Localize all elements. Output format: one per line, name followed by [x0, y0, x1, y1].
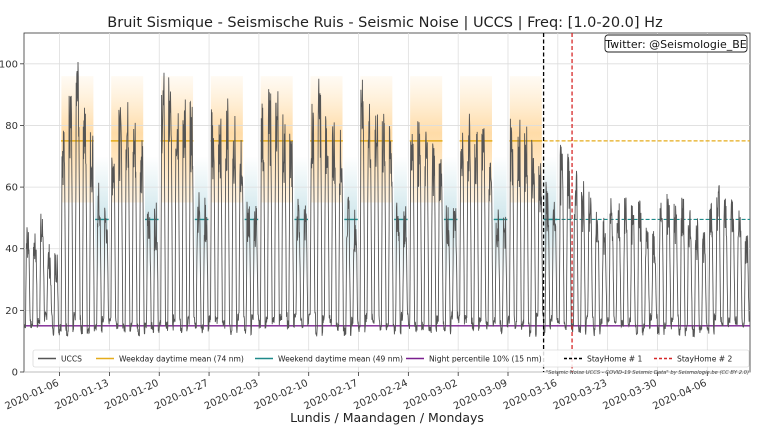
x-tick-label: 2020-02-10: [253, 378, 310, 413]
legend-label: StayHome # 1: [587, 354, 643, 363]
grid-lines: [24, 33, 750, 373]
legend-label: Weekday daytime mean (74 nm): [119, 354, 244, 363]
twitter-annotation: Twitter: @Seismologie_BE: [604, 34, 748, 53]
y-tick-label: 40: [5, 244, 18, 255]
x-tick-label: 2020-03-16: [502, 378, 559, 413]
y-tick-label: 60: [5, 183, 18, 194]
twitter-handle: Twitter: @Seismologie_BE: [604, 38, 746, 51]
uccs-line: [24, 61, 750, 338]
y-tick-label: 80: [5, 121, 18, 132]
x-axis-label: Lundis / Maandagen / Mondays: [290, 410, 484, 425]
legend-label: StayHome # 2: [677, 354, 733, 363]
stayhome-lines: [542, 33, 573, 372]
legend-label: Weekend daytime mean (49 nm): [278, 354, 403, 363]
x-tick-label: 2020-02-03: [203, 378, 260, 413]
legend-label: Night percentile 10% (15 nm): [429, 354, 542, 363]
credit-text: "Seismic Noise UCCS - COVID-19 Seismic D…: [546, 370, 749, 376]
x-tick-label: 2020-02-17: [302, 378, 359, 413]
x-tick-label: 2020-01-20: [103, 378, 160, 413]
x-tick-label: 2020-01-13: [53, 378, 110, 413]
legend-label: UCCS: [61, 354, 82, 363]
x-tick-label: 2020-03-02: [402, 378, 459, 413]
x-tick-label: 2020-03-30: [601, 378, 658, 413]
chart-title: Bruit Sismique - Seismische Ruis - Seism…: [107, 15, 662, 31]
x-tick-label: 2020-03-23: [552, 378, 609, 413]
y-tick-label: 0: [12, 368, 18, 379]
x-tick-label: 2020-03-09: [452, 378, 509, 413]
x-tick-label: 2020-01-06: [4, 378, 61, 413]
x-axis: 2020-01-062020-01-132020-01-202020-01-27…: [4, 372, 709, 412]
weekday-band: [360, 76, 393, 203]
x-tick-label: 2020-01-27: [153, 378, 210, 413]
x-tick-label: 2020-02-24: [352, 378, 409, 413]
y-tick-label: 100: [0, 59, 18, 70]
x-tick-label: 2020-04-06: [651, 378, 708, 413]
uccs-series: [24, 61, 750, 338]
y-tick-label: 20: [5, 306, 18, 317]
weekday-band: [509, 76, 542, 203]
legend: UCCS Weekday daytime mean (74 nm) Weekend …: [32, 349, 750, 368]
y-axis: 0 20 40 60 80 100: [0, 59, 24, 379]
